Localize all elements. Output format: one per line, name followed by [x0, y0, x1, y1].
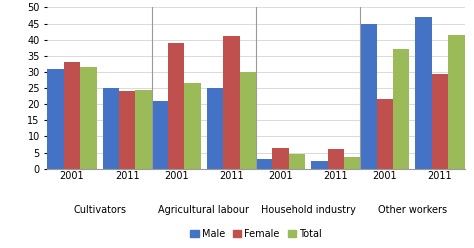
Bar — [256, 159, 273, 169]
Text: Other workers: Other workers — [378, 205, 447, 215]
Bar — [415, 17, 432, 169]
Bar — [47, 69, 64, 169]
Legend: Male, Female, Total: Male, Female, Total — [186, 225, 326, 243]
Bar — [344, 157, 360, 169]
Bar — [184, 83, 201, 169]
Bar — [168, 43, 184, 169]
Bar — [207, 88, 223, 169]
Bar — [328, 149, 344, 169]
Text: Household industry: Household industry — [261, 205, 356, 215]
Bar — [223, 36, 239, 169]
Text: Cultivators: Cultivators — [73, 205, 126, 215]
Bar — [119, 91, 135, 169]
Bar — [377, 99, 393, 169]
Bar — [102, 88, 119, 169]
Bar — [152, 101, 168, 169]
Text: Agricultural labour: Agricultural labour — [158, 205, 249, 215]
Bar — [432, 73, 448, 169]
Bar — [80, 67, 97, 169]
Bar — [393, 49, 410, 169]
Bar — [135, 90, 152, 169]
Bar — [360, 24, 377, 169]
Bar — [289, 154, 305, 169]
Bar — [64, 62, 80, 169]
Bar — [273, 148, 289, 169]
Bar — [448, 35, 465, 169]
Bar — [311, 161, 328, 169]
Bar — [239, 72, 256, 169]
